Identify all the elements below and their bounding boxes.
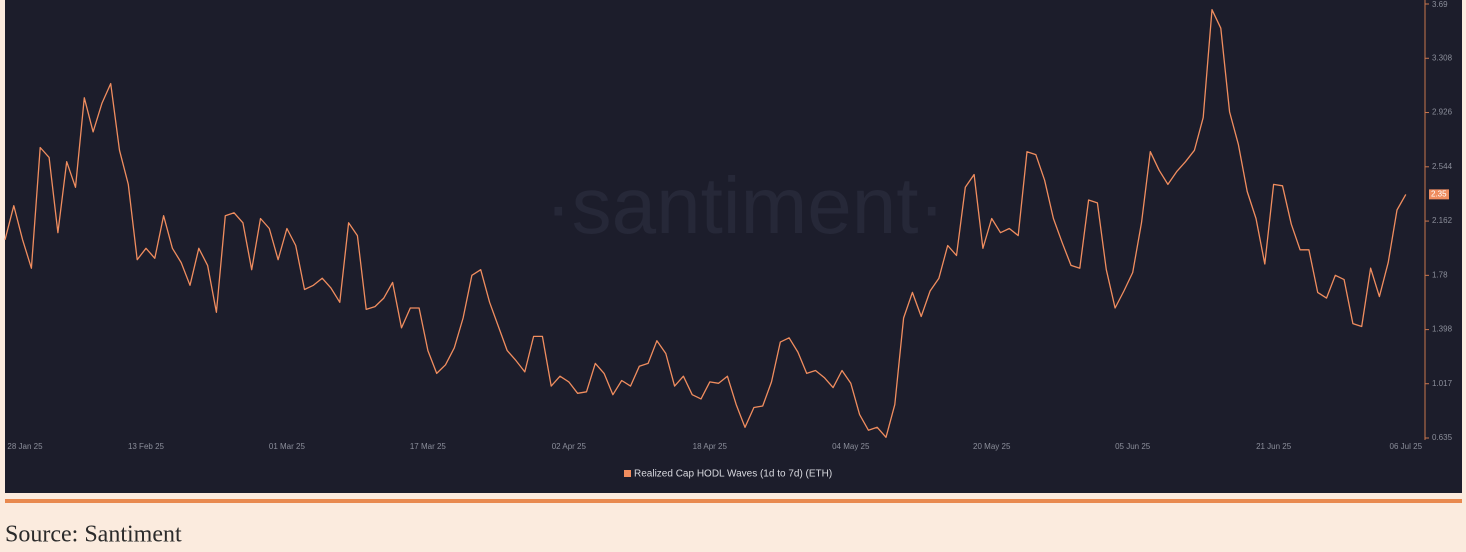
y-tick-label: 1.017 [1432,379,1453,388]
y-tick-label: 3.308 [1432,53,1453,62]
x-tick-label: 05 Jun 25 [1115,442,1151,451]
x-tick-label: 04 May 25 [832,442,870,451]
x-tick-label: 13 Feb 25 [128,442,165,451]
y-tick-label: 2.544 [1432,162,1453,171]
last-value-label: 2.35 [1431,189,1447,198]
y-tick-label: 1.78 [1432,270,1448,279]
y-tick-label: 3.69 [1432,0,1448,9]
y-tick-label: 0.635 [1432,433,1453,442]
x-tick-label: 18 Apr 25 [693,442,728,451]
y-tick-label: 2.162 [1432,216,1453,225]
source: Source: Santiment [5,522,182,548]
legend-label: Realized Cap HODL Waves (1d to 7d) (ETH) [634,469,832,480]
x-tick-label: 20 May 25 [973,442,1011,451]
x-tick-label: 17 Mar 25 [410,442,447,451]
last-value-tag [1429,189,1449,200]
x-tick-label: 28 Jan 25 [7,442,43,451]
x-tick-label: 21 Jun 25 [1256,442,1292,451]
y-tick-label: 1.398 [1432,325,1453,334]
legend-swatch [624,470,631,477]
x-tick-label: 01 Mar 25 [269,442,306,451]
x-tick-label: 02 Apr 25 [552,442,587,451]
y-tick-label: 2.926 [1432,108,1453,117]
separator [5,499,1462,503]
line [4,9,1407,438]
watermark: ·santiment· [545,161,945,250]
x-tick-label: 06 Jul 25 [1390,442,1423,451]
